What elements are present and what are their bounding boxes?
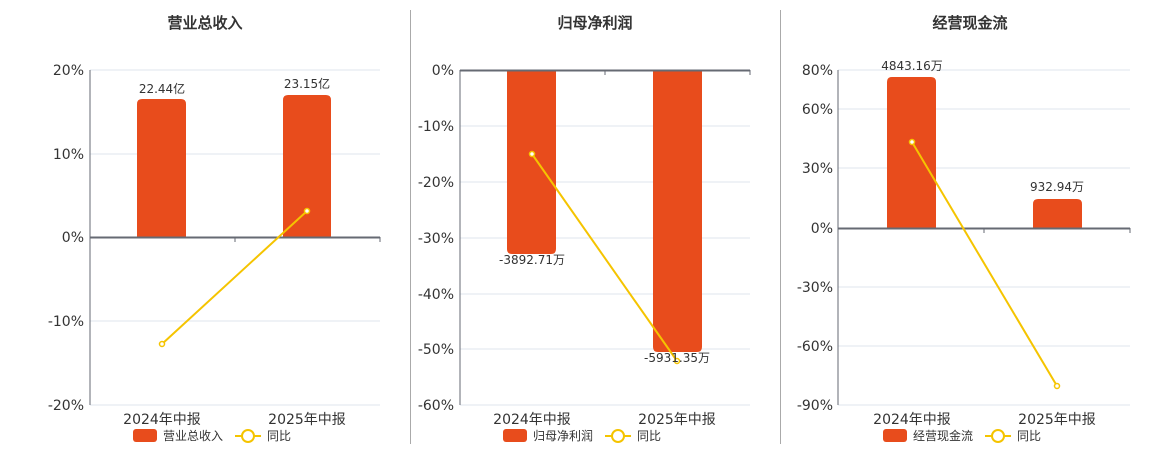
legend-line-swatch[interactable] (985, 429, 1012, 443)
y-tick: 30% (802, 161, 833, 177)
y-tick: 60% (802, 102, 833, 118)
legend-line-label[interactable]: 同比 (267, 429, 292, 443)
y-tick: -20% (418, 175, 454, 191)
chart-panel-revenue: 营业总收入 20% 10% 0% -10% -20% 22.44亿 23.15亿 (0, 0, 410, 450)
panel-divider (410, 10, 411, 444)
y-tick: -90% (797, 398, 833, 414)
y-tick: 10% (53, 147, 84, 163)
x-tick: 2025年中报 (1018, 412, 1096, 428)
legend-bar-swatch[interactable] (503, 429, 527, 442)
x-tick: 2024年中报 (123, 412, 201, 428)
bar-2025[interactable] (1033, 199, 1082, 228)
legend-bar-swatch[interactable] (133, 429, 157, 442)
legend-bar-label[interactable]: 营业总收入 (163, 429, 224, 443)
chart-canvas: 80% 60% 30% 0% -30% -60% -90% 4843.16万 9… (797, 59, 1131, 428)
yoy-point[interactable] (158, 340, 166, 348)
bar-2024[interactable] (887, 77, 936, 228)
bar-value-label: 932.94万 (1030, 180, 1084, 194)
y-tick: -30% (418, 231, 454, 247)
chart-panel-operating-cash-flow: 经营现金流 80% 60% 30% 0% -30% -60% -90% 4843… (780, 0, 1160, 450)
chart-panel-net-profit: 归母净利润 0% -10% -20% -30% -40% -50% -60% (410, 0, 780, 450)
legend-line-swatch[interactable] (605, 429, 632, 443)
legend: 归母净利润 同比 (503, 427, 661, 444)
y-tick: 20% (53, 63, 84, 79)
y-tick: 0% (432, 63, 454, 79)
yoy-point[interactable] (673, 357, 681, 365)
legend-bar-swatch[interactable] (883, 429, 907, 442)
legend-line-swatch[interactable] (235, 429, 262, 443)
bar-2024[interactable] (507, 70, 556, 254)
legend: 经营现金流 同比 (883, 427, 1041, 444)
yoy-point[interactable] (1053, 382, 1061, 390)
yoy-point[interactable] (908, 138, 916, 146)
x-tick: 2024年中报 (873, 412, 951, 428)
y-tick: -60% (418, 398, 454, 414)
panel-divider (780, 10, 781, 444)
bar-value-label: -3892.71万 (499, 253, 565, 267)
legend-bar-label[interactable]: 归母净利润 (533, 429, 594, 443)
legend-bar-label[interactable]: 经营现金流 (913, 429, 974, 443)
bar-2025[interactable] (283, 95, 331, 237)
bar-value-label: 4843.16万 (881, 59, 943, 73)
x-tick: 2024年中报 (493, 412, 571, 428)
bar-value-label: -5931.35万 (644, 351, 710, 365)
legend-line-label[interactable]: 同比 (1017, 429, 1042, 443)
y-tick: 80% (802, 63, 833, 79)
y-tick: -50% (418, 342, 454, 358)
y-tick: -10% (418, 119, 454, 135)
bar-2024[interactable] (137, 99, 186, 237)
bar-value-label: 23.15亿 (284, 76, 330, 91)
y-tick: -40% (418, 287, 454, 303)
bar-2025[interactable] (653, 70, 702, 352)
y-tick: -10% (48, 314, 84, 330)
chart-canvas: 0% -10% -20% -30% -40% -50% -60% -3892.7… (418, 63, 751, 428)
chart-title: 归母净利润 (557, 14, 633, 32)
chart-canvas: 20% 10% 0% -10% -20% 22.44亿 23.15亿 2024年… (48, 63, 381, 428)
y-tick: -30% (797, 280, 833, 296)
chart-title: 经营现金流 (932, 14, 1008, 32)
legend: 营业总收入 同比 (133, 427, 291, 444)
yoy-point[interactable] (303, 207, 311, 215)
y-tick: 0% (62, 230, 84, 246)
y-tick: -20% (48, 398, 84, 414)
x-tick: 2025年中报 (638, 412, 716, 428)
legend-line-label[interactable]: 同比 (637, 429, 662, 443)
chart-title: 营业总收入 (167, 14, 243, 32)
y-tick: 0% (811, 221, 833, 237)
x-tick: 2025年中报 (268, 412, 346, 428)
y-tick: -60% (797, 339, 833, 355)
yoy-point[interactable] (528, 150, 536, 158)
bar-value-label: 22.44亿 (139, 81, 185, 96)
